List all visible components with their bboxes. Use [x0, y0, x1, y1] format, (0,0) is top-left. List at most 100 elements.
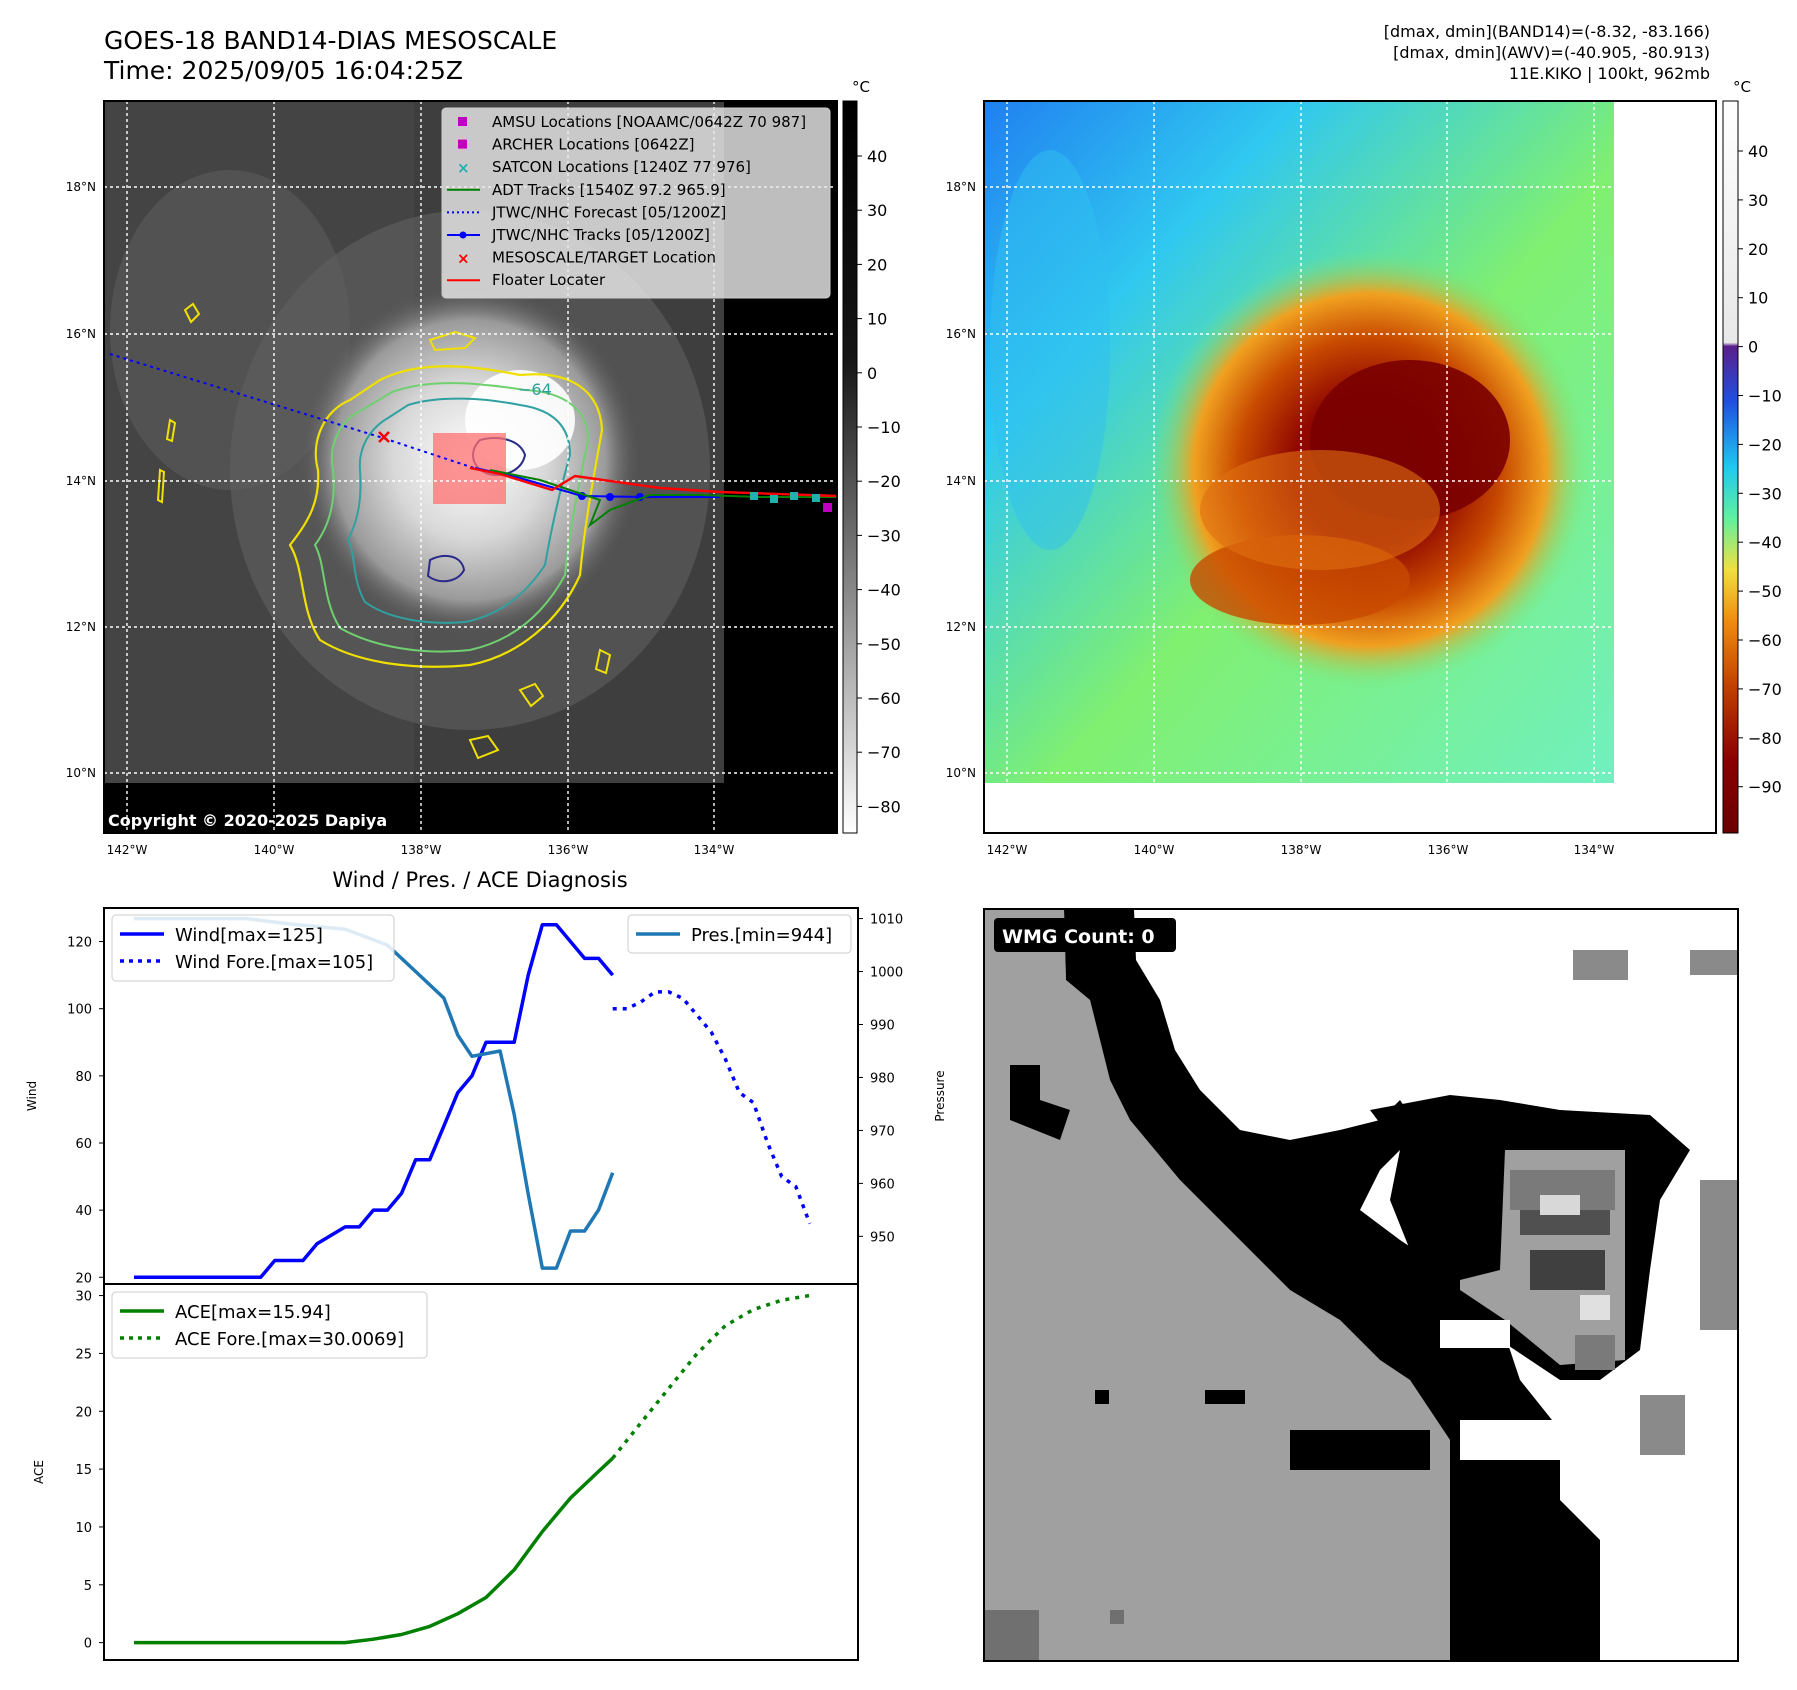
y-tick-label: 20 [75, 1271, 92, 1286]
legend-marker-square [458, 139, 467, 149]
y-tick-label: 25 [75, 1347, 92, 1362]
y2-tick-label: 970 [870, 1124, 895, 1139]
wmg-gray-region [984, 909, 1450, 1661]
ir-map-panel: −64 AMSU Locations [NOAAMC/0642Z 70 987]… [103, 100, 838, 834]
colorbar-tick-label: −20 [1748, 435, 1782, 454]
legend-label: AMSU Locations [NOAAMC/0642Z 70 987] [492, 113, 806, 131]
awv-range: [dmax, dmin](AWV)=(-40.905, -80.913) [1393, 43, 1710, 62]
legend-label: MESOSCALE/TARGET Location [492, 249, 716, 267]
legend-marker-dot [459, 231, 467, 239]
colorbar-tick-label: 30 [1748, 191, 1768, 210]
wmg-count-box [994, 918, 1176, 952]
lon-tick-label: 136°W [548, 843, 589, 857]
colorbar-tick-label: −80 [867, 797, 901, 816]
lon-tick-label: 142°W [987, 843, 1028, 857]
lat-tick-label: 14°N [946, 474, 976, 488]
ace-legend: ACE[max=15.94] ACE Fore.[max=30.0069] [111, 1291, 428, 1359]
colorbar-tick-label: 40 [867, 147, 887, 166]
adt-track-line [489, 469, 837, 528]
lon-tick-label: 134°W [1574, 843, 1615, 857]
colorbar-tick-label: 10 [867, 310, 887, 329]
y-tick-label: 0 [84, 1637, 92, 1652]
lat-tick-label: 10°N [66, 766, 96, 780]
lon-tick-label: 140°W [1134, 843, 1175, 857]
colorbar-tick-label: 0 [1748, 338, 1758, 357]
pressure-legend: Pres.[min=944] [627, 914, 852, 954]
wind-legend-label: Wind[max=125] [175, 925, 323, 946]
ir-colorbar-unit: °C [852, 78, 870, 96]
mesoscale-target-box [433, 433, 506, 504]
lat-tick-label: 16°N [66, 327, 96, 341]
y-tick-label: 120 [67, 936, 92, 951]
legend-label: JTWC/NHC Forecast [05/1200Z] [491, 203, 726, 221]
y-tick-label: 100 [67, 1003, 92, 1018]
series-line-wind [134, 923, 615, 1280]
awv-colorbar-unit: °C [1733, 78, 1751, 96]
colorbar-tick-label: 40 [1748, 142, 1768, 161]
colorbar-tick-label: −30 [867, 526, 901, 545]
colorbar-tick-label: −10 [1748, 387, 1782, 406]
y-tick-label: 40 [75, 1204, 92, 1219]
colorbar-tick-label: −60 [867, 689, 901, 708]
colorbar-tick-label: 30 [867, 201, 887, 220]
lat-tick-label: 12°N [66, 620, 96, 634]
ir-legend: AMSU Locations [NOAAMC/0642Z 70 987] ARCH… [441, 107, 831, 299]
y-tick-label: 20 [75, 1405, 92, 1420]
floater-locater-line [469, 466, 837, 498]
y2-tick-label: 960 [870, 1177, 895, 1192]
wmg-panel: WMG Count: 0 [983, 908, 1739, 1662]
legend-marker-x: × [457, 159, 470, 177]
colorbar-tick-label: 0 [867, 364, 877, 383]
ir-colorbar: °C 40 30 20 10 0 −10 −20 −30 −40 −50 −60 −70 −80 [842, 78, 901, 834]
colorbar-tick-label: −20 [867, 472, 901, 491]
colorbar-tick-label: 20 [1748, 240, 1768, 259]
lon-tick-label: 134°W [694, 843, 735, 857]
awv-map-panel [983, 100, 1717, 834]
colorbar-tick-label: 10 [1748, 289, 1768, 308]
series-line-wind-fore- [612, 990, 812, 1225]
y-tick-label: 30 [75, 1290, 92, 1305]
y-tick-label: 15 [75, 1463, 92, 1478]
lon-tick-label: 138°W [401, 843, 442, 857]
figure-time: Time: 2025/09/05 16:04:25Z [104, 56, 463, 85]
diagnosis-title: Wind / Pres. / ACE Diagnosis [332, 868, 627, 892]
lat-tick-label: 12°N [946, 620, 976, 634]
satcon-markers [750, 492, 820, 503]
colorbar-tick-label: −40 [867, 581, 901, 600]
lat-tick-label: 16°N [946, 327, 976, 341]
amsu-marker [823, 503, 832, 512]
wind-pressure-chart: 20 40 60 80 100 120 950 960 970 980 990 1000 1010 Wi… [25, 907, 947, 1286]
lat-tick-label: 10°N [946, 766, 976, 780]
colorbar-tick-label: −10 [867, 418, 901, 437]
colorbar-tick-label: 20 [867, 255, 887, 274]
y-tick-label: 5 [84, 1579, 92, 1594]
wind-legend: Wind[max=125] Wind Fore.[max=105] [111, 914, 395, 982]
wind-axis-label: Wind [25, 1081, 39, 1111]
legend-marker-square [458, 117, 467, 126]
y2-tick-label: 990 [870, 1019, 895, 1034]
awv-grid [984, 101, 1716, 833]
colorbar-tick-label: −50 [867, 635, 901, 654]
colorbar-tick-label: −70 [867, 743, 901, 762]
lon-tick-label: 142°W [107, 843, 148, 857]
mesoscale-target-marker [378, 431, 390, 443]
pressure-axis-label: Pressure [933, 1070, 947, 1121]
lat-tick-label: 14°N [66, 474, 96, 488]
colorbar-tick-label: −30 [1748, 484, 1782, 503]
ir-contour-yellow [288, 365, 604, 668]
legend-label: SATCON Locations [1240Z 77 976] [492, 158, 751, 176]
ace-fore-legend-label: ACE Fore.[max=30.0069] [175, 1329, 404, 1350]
lon-tick-label: 136°W [1428, 843, 1469, 857]
legend-marker-x: × [457, 250, 470, 268]
colorbar-tick-label: −90 [1748, 778, 1782, 797]
colorbar-tick-label: −40 [1748, 533, 1782, 552]
awv-colorbar: °C 40 30 20 10 0 −10 −20 −30 −40 −50 −60 −70 −80 −90 [1722, 78, 1782, 834]
wmg-black-band [1064, 909, 1600, 1661]
lon-tick-label: 138°W [1281, 843, 1322, 857]
ace-chart: 0 5 10 15 20 25 30 ACE ACE[max=15.94] ACE Fore… [32, 1283, 859, 1661]
y2-tick-label: 980 [870, 1071, 895, 1086]
lat-tick-label: 18°N [946, 180, 976, 194]
colorbar-tick-label: −80 [1748, 729, 1782, 748]
legend-label: ARCHER Locations [0642Z] [492, 136, 695, 154]
legend-label: Floater Locater [492, 271, 606, 289]
